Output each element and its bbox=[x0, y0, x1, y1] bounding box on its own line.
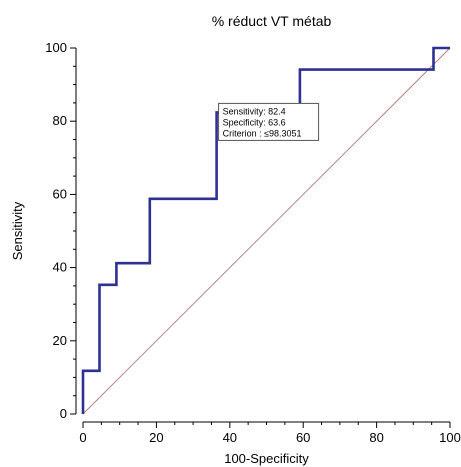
roc-curve-line bbox=[81, 46, 450, 414]
x-tick-label: 80 bbox=[369, 430, 383, 445]
x-axis-title: 100-Specificity bbox=[224, 451, 309, 466]
annotation-line: Sensitivity: 82.4 bbox=[223, 106, 286, 116]
y-tick-label: 20 bbox=[53, 333, 67, 348]
x-tick-label: 20 bbox=[149, 430, 163, 445]
y-tick-label: 0 bbox=[60, 406, 67, 421]
series-layer bbox=[81, 46, 451, 415]
annotation-line: Specificity: 63.6 bbox=[223, 117, 286, 127]
diagonal-reference-line bbox=[82, 47, 451, 415]
annotation-line: Criterion : ≤98.3051 bbox=[223, 128, 302, 138]
x-tick-label: 0 bbox=[79, 430, 86, 445]
chart-title: % réduct VT métab bbox=[212, 13, 332, 29]
x-tick-label: 40 bbox=[223, 430, 237, 445]
y-tick-label: 80 bbox=[53, 113, 67, 128]
annotation-box bbox=[218, 102, 320, 141]
x-tick-label: 100 bbox=[439, 430, 461, 445]
y-tick-label: 60 bbox=[53, 186, 67, 201]
y-tick-label: 100 bbox=[45, 40, 67, 55]
y-tick-label: 40 bbox=[53, 260, 67, 275]
axes-layer: 0 20 40 60 80 100 0 20 40 60 80 100 bbox=[45, 40, 461, 445]
y-axis-title: Sensitivity bbox=[10, 201, 25, 260]
x-tick-label: 60 bbox=[296, 430, 310, 445]
